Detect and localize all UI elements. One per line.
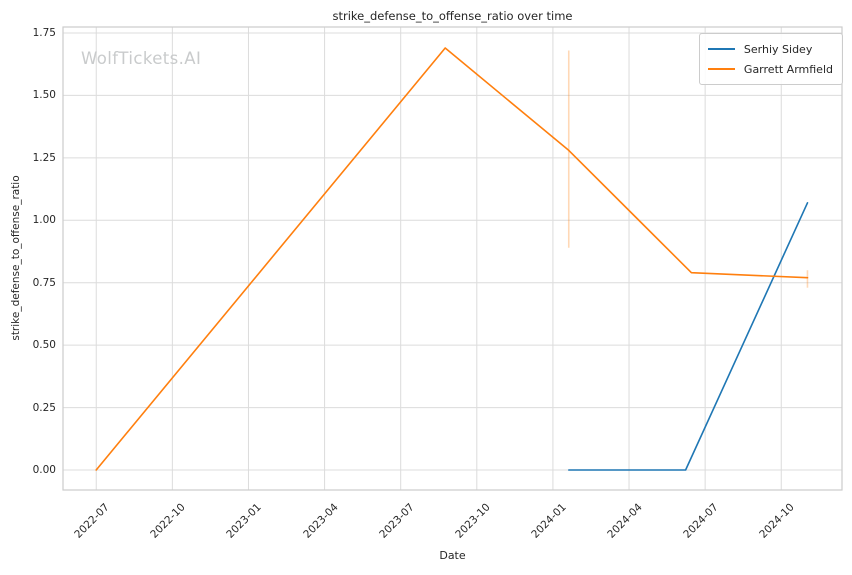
legend-line-swatch xyxy=(707,48,735,50)
legend-item: Garrett Armfield xyxy=(707,59,833,79)
series-line-serhiy-sidey xyxy=(567,202,809,471)
y-tick-label: 0.75 xyxy=(32,276,56,289)
legend-item: Serhiy Sidey xyxy=(707,39,833,59)
chart-title: strike_defense_to_offense_ratio over tim… xyxy=(332,9,573,23)
axes-spine xyxy=(62,26,843,491)
y-tick-label: 0.00 xyxy=(32,464,56,477)
y-tick-label: 1.25 xyxy=(32,151,56,164)
y-axis-label: strike_defense_to_offense_ratio xyxy=(10,175,22,341)
y-tick-label: 1.75 xyxy=(32,26,56,39)
legend-label: Garrett Armfield xyxy=(743,62,833,76)
legend-label: Serhiy Sidey xyxy=(743,42,813,56)
x-axis-label: Date xyxy=(439,549,466,562)
y-tick-label: 0.25 xyxy=(32,401,56,414)
watermark: WolfTickets.AI xyxy=(81,49,202,68)
y-tick-label: 1.00 xyxy=(32,214,56,227)
legend: Serhiy Sidey Garrett Armfield xyxy=(698,33,843,85)
y-tick-label: 0.50 xyxy=(32,339,56,352)
y-tick-label: 1.50 xyxy=(32,89,56,102)
legend-line-swatch xyxy=(707,68,735,70)
series-line-garrett-armfield xyxy=(95,47,809,471)
